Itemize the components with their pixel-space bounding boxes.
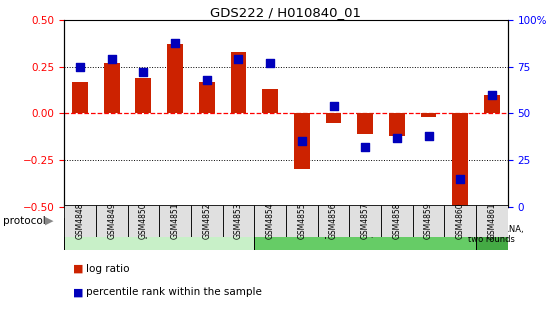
Bar — [325, 114, 341, 123]
Text: GSM4861: GSM4861 — [488, 203, 497, 239]
Point — [297, 139, 306, 144]
Point — [392, 135, 401, 140]
Text: amplified RNA, one round: amplified RNA, one round — [311, 230, 419, 239]
Bar — [159, 205, 191, 237]
Bar — [96, 205, 128, 237]
Bar — [128, 205, 159, 237]
Text: GSM4850: GSM4850 — [139, 203, 148, 239]
Text: GSM4856: GSM4856 — [329, 203, 338, 239]
Text: GSM4858: GSM4858 — [392, 203, 401, 239]
Point — [329, 103, 338, 109]
Bar — [421, 114, 436, 117]
Bar — [136, 78, 151, 114]
Point — [234, 57, 243, 62]
Bar — [294, 114, 310, 169]
Text: ▶: ▶ — [45, 216, 54, 226]
Bar — [381, 205, 413, 237]
Text: GSM4852: GSM4852 — [202, 203, 211, 239]
Bar — [64, 205, 96, 237]
Bar — [357, 114, 373, 134]
Point — [203, 77, 211, 83]
Point — [456, 176, 465, 181]
Text: GSM4857: GSM4857 — [360, 203, 370, 239]
Text: GSM4848: GSM4848 — [75, 203, 84, 239]
Bar — [72, 82, 88, 114]
Point — [424, 133, 433, 138]
Bar — [349, 205, 381, 237]
Bar — [199, 82, 215, 114]
Bar — [262, 89, 278, 114]
Text: GSM4860: GSM4860 — [456, 203, 465, 239]
Point — [139, 70, 148, 75]
Bar — [484, 95, 500, 114]
Bar — [476, 205, 508, 237]
Bar — [413, 205, 444, 237]
Bar — [230, 52, 247, 114]
Bar — [223, 205, 254, 237]
Text: amplified RNA,
two rounds: amplified RNA, two rounds — [460, 225, 523, 244]
Bar — [191, 205, 223, 237]
Point — [266, 60, 275, 66]
Point — [107, 57, 116, 62]
Point — [360, 144, 369, 150]
Text: log ratio: log ratio — [86, 264, 130, 274]
Text: GSM4851: GSM4851 — [171, 203, 180, 239]
Text: GSM4859: GSM4859 — [424, 203, 433, 239]
Bar — [318, 205, 349, 237]
Text: GSM4854: GSM4854 — [266, 203, 275, 239]
Bar — [167, 44, 183, 114]
Text: GSM4849: GSM4849 — [107, 203, 116, 239]
Bar — [254, 218, 476, 250]
Bar — [389, 114, 405, 136]
Bar — [476, 218, 508, 250]
Bar — [64, 218, 254, 250]
Text: ■: ■ — [73, 287, 83, 297]
Text: GSM4855: GSM4855 — [297, 203, 306, 239]
Text: unamplified cDNA: unamplified cDNA — [121, 230, 197, 239]
Bar — [104, 63, 119, 114]
Text: GSM4853: GSM4853 — [234, 203, 243, 239]
Bar — [254, 205, 286, 237]
Bar — [453, 114, 468, 210]
Text: protocol: protocol — [3, 216, 46, 226]
Point — [171, 40, 180, 45]
Point — [488, 92, 497, 97]
Point — [75, 64, 84, 70]
Title: GDS222 / H010840_01: GDS222 / H010840_01 — [210, 6, 362, 19]
Text: percentile rank within the sample: percentile rank within the sample — [86, 287, 262, 297]
Text: ■: ■ — [73, 264, 83, 274]
Bar — [444, 205, 476, 237]
Bar — [286, 205, 318, 237]
